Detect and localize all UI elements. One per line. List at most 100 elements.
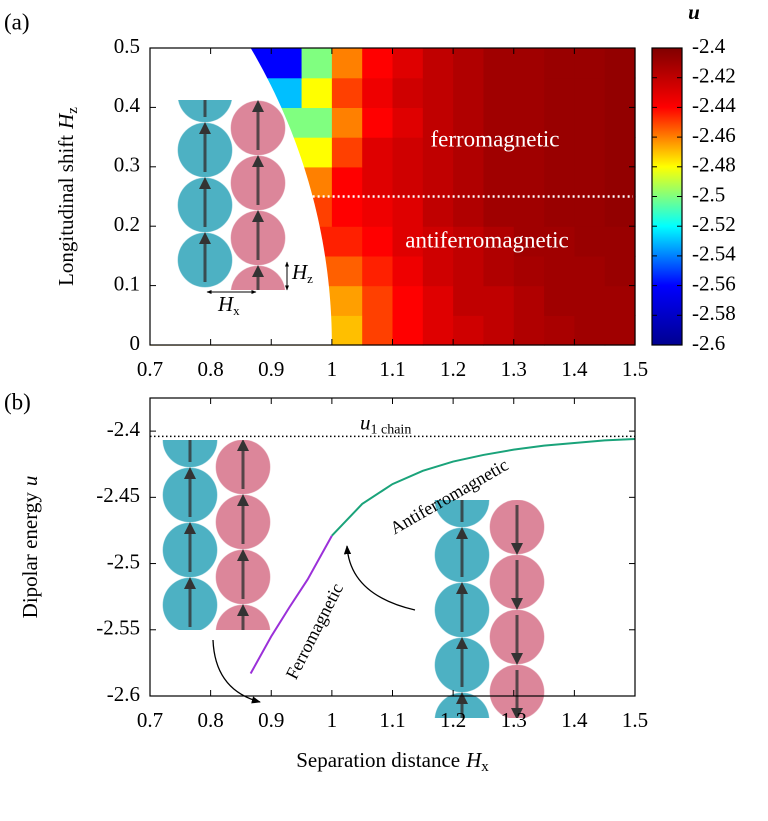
heat-cell xyxy=(483,315,515,346)
heat-cell xyxy=(453,107,485,138)
inset-label-sub: x xyxy=(233,303,240,318)
heat-cell xyxy=(331,196,363,227)
heat-cell xyxy=(544,48,575,79)
inset-chain xyxy=(215,440,271,630)
heat-cell xyxy=(422,48,454,79)
x-axis-label-symbol: H xyxy=(465,748,483,772)
x-tick-label: 1 xyxy=(327,708,338,732)
heat-cell xyxy=(422,166,454,198)
heat-cell xyxy=(331,48,363,79)
heat-cell xyxy=(604,77,636,108)
x-tick-label: 0.8 xyxy=(198,708,224,732)
colorbar-tick-label: -2.52 xyxy=(692,212,736,236)
inset-label: Hz xyxy=(291,260,313,286)
heat-cell xyxy=(362,107,394,138)
heat-cell xyxy=(362,285,394,316)
heat-cell xyxy=(331,77,363,108)
heat-cell xyxy=(544,285,575,316)
colorbar-tick-label: -2.6 xyxy=(692,331,725,355)
x-tick-label: 0.7 xyxy=(137,708,163,732)
inset-chain xyxy=(230,100,286,290)
heat-cell xyxy=(574,285,606,316)
x-tick-label: 1.1 xyxy=(379,357,405,381)
heat-cell xyxy=(362,226,394,257)
heat-cell xyxy=(362,255,394,287)
y-axis-label-sub: z xyxy=(65,107,81,114)
heat-cell xyxy=(453,255,485,287)
x-tick-label: 1.1 xyxy=(379,708,405,732)
heat-cell xyxy=(362,77,394,108)
y-axis-label-text: Longitudinal shift xyxy=(54,135,78,286)
heat-cell xyxy=(453,166,485,198)
x-tick-label: 0.9 xyxy=(258,708,284,732)
heat-cell xyxy=(604,315,636,346)
heat-cell xyxy=(422,107,454,138)
y-axis-label-symbol: H xyxy=(54,112,78,130)
heat-cell xyxy=(483,48,515,79)
x-tick-label: 1.5 xyxy=(622,708,648,732)
heat-cell xyxy=(544,255,575,287)
inset-label: Hx xyxy=(217,292,240,318)
y-axis-label: Longitudinal shift Hz xyxy=(54,107,82,286)
colorbar-label: u xyxy=(688,0,700,24)
colorbar-tick-label: -2.5 xyxy=(692,182,725,206)
x-tick-label: 1.5 xyxy=(622,357,648,381)
inset-label-symbol: H xyxy=(217,292,235,316)
series-line xyxy=(249,535,333,674)
x-tick-label: 1.2 xyxy=(440,708,466,732)
heat-cell xyxy=(362,48,394,79)
heat-cell xyxy=(513,315,545,346)
heat-cell xyxy=(483,77,515,108)
y-axis-label-text: Dipolar energy xyxy=(18,492,42,619)
y-tick-label: 0.2 xyxy=(114,212,140,236)
y-tick-label: 0.1 xyxy=(114,271,140,295)
heat-cell xyxy=(513,196,545,227)
heat-cell xyxy=(392,107,424,138)
heat-cell xyxy=(604,107,636,138)
colorbar-tick-label: -2.56 xyxy=(692,271,736,295)
heat-cell xyxy=(483,137,515,168)
y-tick-label: 0.4 xyxy=(114,93,141,117)
inset-chain xyxy=(177,100,233,288)
inset-chain xyxy=(489,500,545,718)
heat-cell xyxy=(544,107,575,138)
x-tick-label: 1.2 xyxy=(440,357,466,381)
heat-cell xyxy=(483,285,515,316)
heat-cell xyxy=(422,315,454,346)
heat-cell xyxy=(604,255,636,287)
colorbar-tick-label: -2.48 xyxy=(692,153,736,177)
heat-cell xyxy=(604,48,636,79)
heat-cell xyxy=(544,196,575,227)
heat-cell xyxy=(301,48,333,79)
heat-cell xyxy=(513,226,545,257)
heat-cell xyxy=(422,196,454,227)
heat-cell xyxy=(574,137,606,168)
heat-cell xyxy=(544,166,575,198)
colorbar-tick-label: -2.42 xyxy=(692,64,736,88)
reference-label: u1 chain xyxy=(360,410,411,437)
heat-cell xyxy=(392,226,424,257)
y-tick-label: -2.4 xyxy=(107,417,141,441)
y-tick-label: 0.5 xyxy=(114,34,140,58)
heat-cell xyxy=(574,196,606,227)
heat-cell xyxy=(544,77,575,108)
x-tick-label: 0.8 xyxy=(198,357,224,381)
heat-cell xyxy=(301,77,333,108)
heat-cell xyxy=(453,226,485,257)
colorbar-tick-label: -2.46 xyxy=(692,123,736,147)
x-tick-label: 0.7 xyxy=(137,357,163,381)
y-tick-label: 0.3 xyxy=(114,153,140,177)
heat-cell xyxy=(392,315,424,346)
heat-cell xyxy=(453,285,485,316)
panel-label: (b) xyxy=(4,389,31,414)
plot-frame xyxy=(149,397,636,697)
colorbar-tick-label: -2.54 xyxy=(692,242,736,266)
heat-cell xyxy=(513,166,545,198)
heat-cell xyxy=(422,77,454,108)
inset-chain xyxy=(434,500,490,718)
reference-label-sub: 1 chain xyxy=(371,423,412,438)
heat-cell xyxy=(453,77,485,108)
inset-label-sub: z xyxy=(307,271,313,286)
heat-cell xyxy=(483,107,515,138)
